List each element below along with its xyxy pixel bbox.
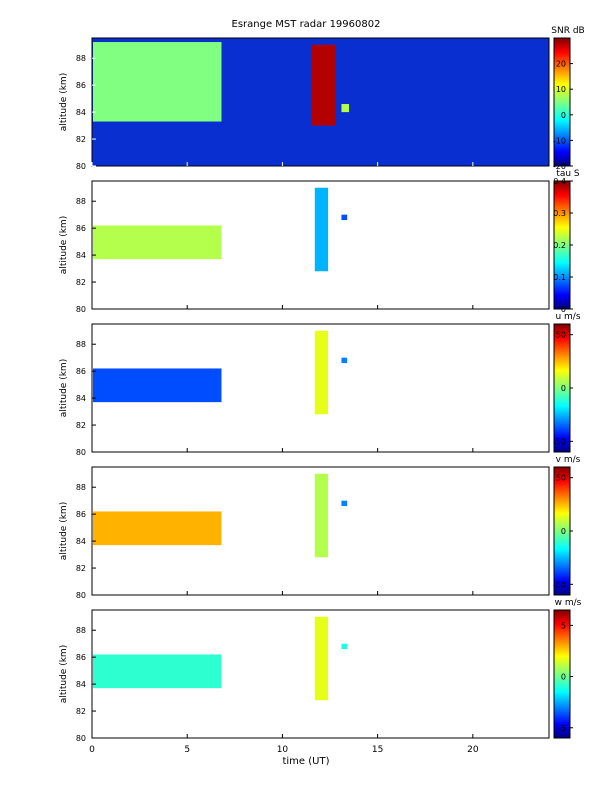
x-tick-label: 5 xyxy=(184,745,190,755)
y-tick-label: 82 xyxy=(76,707,86,716)
echo-region-1 xyxy=(92,654,222,689)
y-tick-label: 84 xyxy=(76,394,86,403)
y-tick-label: 86 xyxy=(76,224,86,233)
colorbar-tick-label: -10 xyxy=(553,136,566,145)
colorbar-tick-label: -50 xyxy=(553,437,566,446)
colorbar-tick-label: -50 xyxy=(553,580,566,589)
y-tick-label: 88 xyxy=(76,340,86,349)
colorbar-tick-label: 0.2 xyxy=(553,241,566,250)
echo-region-1 xyxy=(92,42,222,122)
y-tick-label: 82 xyxy=(76,278,86,287)
panel-4: 80 82 84 86 88 altitude (km) v m/s -50 0 50 xyxy=(59,455,581,600)
x-tick-label: 15 xyxy=(372,745,383,755)
colorbar-tick-label: 5 xyxy=(561,621,566,630)
echo-region-2 xyxy=(314,330,329,415)
echo-region-1 xyxy=(92,511,222,546)
colorbar-label: v m/s xyxy=(556,455,581,465)
colorbar-tick-label: 0.3 xyxy=(553,209,566,218)
panel-1: 80 82 84 86 88 altitude (km) SNR dB -20 -10 0 10 20 xyxy=(59,26,585,171)
colorbar-tick-label: 0 xyxy=(561,673,566,682)
colorbar-label: u m/s xyxy=(555,312,580,322)
y-tick-label: 88 xyxy=(76,54,86,63)
axes-frame xyxy=(91,466,550,596)
colorbar-tick-label: 0 xyxy=(561,111,566,120)
echo-region-2 xyxy=(310,44,336,126)
y-tick-label: 80 xyxy=(76,162,86,171)
panel-5: 80 82 84 86 88 altitude (km) 0 5 10 15 20 w m/s -5 0 5 xyxy=(59,598,582,755)
echo-region-2 xyxy=(314,187,329,272)
axes-frame xyxy=(91,180,550,310)
colorbar-tick-label: 10 xyxy=(556,85,566,94)
panels-layer: 80 82 84 86 88 altitude (km) SNR dB -20 -10 0 10 20… xyxy=(59,26,585,755)
colorbar-tick-label: 0 xyxy=(561,527,566,536)
y-axis-label: altitude (km) xyxy=(59,73,69,131)
x-tick-label: 0 xyxy=(89,745,95,755)
echo-region-3 xyxy=(341,357,348,364)
colorbar-tick-label: -20 xyxy=(553,162,566,171)
colorbar xyxy=(553,37,571,167)
y-tick-label: 88 xyxy=(76,626,86,635)
colorbar-tick-label: 50 xyxy=(556,474,566,483)
echo-region-1 xyxy=(92,225,222,260)
colorbar-tick-label: 20 xyxy=(556,60,566,69)
y-axis-label: altitude (km) xyxy=(59,502,69,560)
axes-frame xyxy=(91,37,550,167)
colorbar-tick-label: 0 xyxy=(561,384,566,393)
figure-title: Esrange MST radar 19960802 xyxy=(232,19,381,30)
y-tick-label: 88 xyxy=(76,483,86,492)
axes-frame xyxy=(91,323,550,453)
y-axis-label: altitude (km) xyxy=(59,645,69,703)
echo-region-1 xyxy=(92,368,222,403)
y-tick-label: 80 xyxy=(76,305,86,314)
colorbar xyxy=(553,609,571,739)
y-tick-label: 80 xyxy=(76,448,86,457)
y-tick-label: 80 xyxy=(76,591,86,600)
echo-region-3 xyxy=(341,500,348,507)
y-tick-label: 84 xyxy=(76,108,86,117)
y-tick-label: 86 xyxy=(76,653,86,662)
y-tick-label: 86 xyxy=(76,510,86,519)
colorbar-tick-label: 0 xyxy=(561,305,566,314)
echo-region-3 xyxy=(341,104,350,113)
y-tick-label: 82 xyxy=(76,564,86,573)
panel-3: 80 82 84 86 88 altitude (km) u m/s -50 0 50 xyxy=(59,312,581,457)
y-tick-label: 84 xyxy=(76,680,86,689)
colorbar-label: tau S xyxy=(556,169,580,179)
y-tick-label: 84 xyxy=(76,537,86,546)
colorbar-tick-label: 0.1 xyxy=(553,273,566,282)
y-tick-label: 82 xyxy=(76,421,86,430)
echo-region-3 xyxy=(341,643,348,650)
colorbar-label: SNR dB xyxy=(551,26,584,36)
colorbar-label: w m/s xyxy=(555,598,582,608)
colorbar-tick-label: 0.4 xyxy=(553,177,566,186)
y-tick-label: 86 xyxy=(76,81,86,90)
y-axis-label: altitude (km) xyxy=(59,216,69,274)
panel-2: 80 82 84 86 88 altitude (km) tau S 0 0.1 0.2 0.3 0.… xyxy=(59,169,580,314)
y-tick-label: 86 xyxy=(76,367,86,376)
y-tick-label: 82 xyxy=(76,135,86,144)
echo-region-2 xyxy=(314,616,329,701)
echo-region-3 xyxy=(341,214,348,221)
y-axis-label: altitude (km) xyxy=(59,359,69,417)
y-tick-label: 88 xyxy=(76,197,86,206)
x-tick-label: 20 xyxy=(467,745,479,755)
colorbar-tick-label: 50 xyxy=(556,331,566,340)
x-axis-label: time (UT) xyxy=(282,756,329,767)
colorbar-tick-label: -5 xyxy=(558,724,566,733)
y-tick-label: 80 xyxy=(76,734,86,743)
axes-frame xyxy=(91,609,550,739)
echo-region-2 xyxy=(314,473,329,558)
x-tick-label: 10 xyxy=(277,745,289,755)
y-tick-label: 84 xyxy=(76,251,86,260)
